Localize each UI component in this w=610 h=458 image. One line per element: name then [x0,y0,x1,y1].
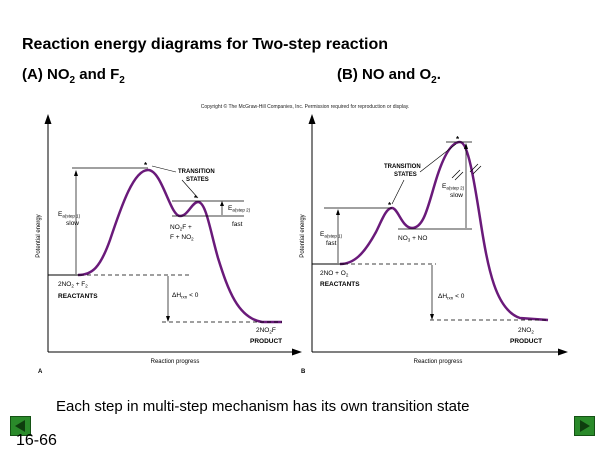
panel-b-dh-label: ΔHrxn < 0 [438,293,465,301]
slide-title: Reaction energy diagrams for Two-step re… [22,36,389,53]
previous-slide-button[interactable] [10,416,31,436]
panel-b-intermediate: NO3 + NO [398,235,427,243]
panel-a-diagram: Potential energy Reaction progress A * *… [36,114,302,375]
panel-b-y-axis-label: Potential energy [300,214,306,257]
panel-a-reactants-formula: 2NO2 + F2 [58,281,88,289]
panel-a-ts1-star: * [144,161,148,170]
panel-a-product-label: PRODUCT [250,338,282,345]
panel-b-product-label: PRODUCT [510,338,542,345]
panel-a-product-formula: 2NO2F [256,327,276,335]
panel-a-letter: A [38,369,43,375]
panel-a-ea1-note: slow [66,220,79,227]
panel-b-letter: B [301,369,306,375]
panel-b-ts1-star: * [388,201,392,210]
slide-caption: Each step in multi-step mechanism has it… [56,398,470,415]
panel-b-energy-curve [339,140,549,322]
panel-a-intermediate-1: NO2F + [170,224,192,232]
panel-a-transition-label: TRANSITION [178,169,215,175]
slide-number: 16-66 [16,432,57,449]
panel-a-heading: (A) NO2 and F2 [22,66,125,86]
panel-b-ts2-star: * [456,135,460,144]
panel-b-heading: (B) NO and O2. [337,66,441,86]
panel-b-reactants-label: REACTANTS [320,281,360,288]
panel-a-energy-curve [77,168,282,324]
panel-a-dh-label: ΔHrxn < 0 [172,292,199,300]
panel-b-ea1-label: Ea(step 1) [320,231,343,239]
panel-a-x-axis-label: Reaction progress [151,359,200,365]
panel-b-x-axis-arrow [558,348,568,356]
copyright-notice: Copyright © The McGraw-Hill Companies, I… [200,104,410,110]
panel-b-x-axis-label: Reaction progress [414,359,463,365]
panel-a-y-axis-label: Potential energy [36,214,42,257]
panel-b-transition-label-2: STATES [394,172,417,178]
panel-a-intermediate-2: F + NO2 [170,234,194,242]
panel-a-ea2-note: fast [232,221,243,228]
panel-a-y-axis-arrow [44,114,52,124]
panel-b-ea2-label: Ea(step 2) [442,183,465,191]
panel-b-product-formula: 2NO2 [518,327,534,335]
panel-a-ea2-label: Ea(step 2) [228,205,251,213]
panel-b-ea1-note: fast [326,240,337,247]
panel-a-reactants-label: REACTANTS [58,293,98,300]
panel-a-ts2-star: * [194,194,198,203]
panel-b-reactants-formula: 2NO + O2 [320,270,349,278]
panel-b-y-axis-arrow [308,114,316,124]
panel-b-transition-label: TRANSITION [384,164,421,170]
next-slide-button[interactable] [574,416,595,436]
panel-a-x-axis-arrow [292,348,302,356]
panel-a-transition-label-2: STATES [186,177,209,183]
panel-b-ea2-note: slow [450,192,463,199]
panel-b-diagram: Potential energy Reaction progress B * *… [300,114,568,375]
panel-a-ea1-label: Ea(step 1) [58,211,81,219]
